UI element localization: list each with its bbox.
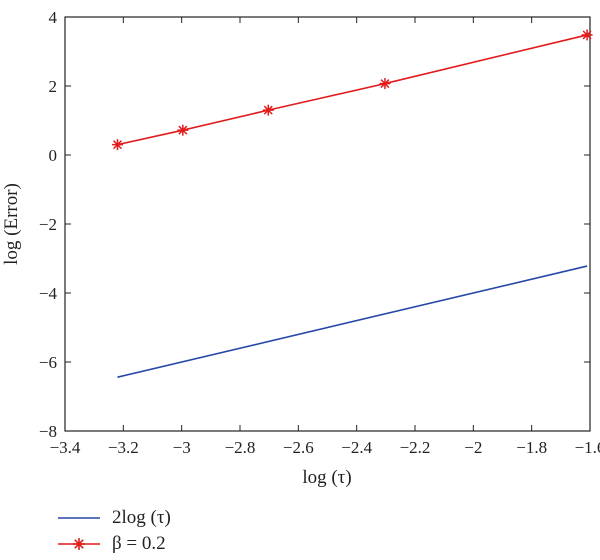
legend-label-2log: 2log (τ) — [112, 507, 171, 528]
plot-frame — [64, 16, 591, 432]
data-point — [581, 29, 593, 41]
x-tick-label: −2 — [464, 438, 482, 457]
x-tick-label: −2.2 — [400, 438, 431, 457]
series-line-1 — [117, 34, 588, 146]
series-line-0 — [117, 265, 588, 378]
y-tick-label: 4 — [49, 8, 58, 27]
x-tick-label: −3 — [173, 438, 191, 457]
x-tick-label: −2.6 — [283, 438, 314, 457]
y-tick-label: 0 — [49, 146, 58, 165]
x-tick-label: −2.4 — [341, 438, 372, 457]
x-axis-title: log (τ) — [302, 467, 351, 488]
legend-swatch-blue-line — [56, 508, 102, 528]
y-tick-label: 2 — [49, 77, 58, 96]
data-point — [177, 124, 189, 136]
y-tick-label: −2 — [39, 215, 57, 234]
chart: −3.4−3.2−3−2.8−2.6−2.4−2.2−2−1.8−1.6 −8−… — [1, 8, 600, 488]
legend-label-beta: β = 0.2 — [112, 533, 166, 554]
series-layer — [112, 29, 593, 378]
legend: 2log (τ) β = 0.2 — [56, 505, 171, 557]
x-tick-label: −3.4 — [50, 438, 81, 457]
legend-item-2log: 2log (τ) — [56, 505, 171, 531]
legend-item-beta: β = 0.2 — [56, 531, 171, 557]
y-tick-label: −8 — [39, 422, 57, 441]
y-axis: −8 −6 −4 −2 0 2 4 — [39, 8, 590, 441]
x-tick-label: −1.6 — [575, 438, 600, 457]
legend-swatch-red-asterisk — [56, 534, 102, 554]
x-tick-label: −3.2 — [108, 438, 139, 457]
y-tick-label: −4 — [39, 284, 58, 303]
data-point — [379, 78, 391, 90]
x-axis: −3.4 −3.2 −3 −2.8 −2.6 −2.4 −2.2 −2 −1.8 −1.6 — [50, 17, 600, 457]
y-axis-title: log (Error) — [1, 183, 22, 265]
x-tick-label: −2.8 — [225, 438, 256, 457]
data-point — [112, 139, 123, 151]
data-point — [262, 104, 274, 116]
x-tick-label: −1.8 — [516, 438, 547, 457]
y-tick-label: −6 — [39, 353, 57, 372]
